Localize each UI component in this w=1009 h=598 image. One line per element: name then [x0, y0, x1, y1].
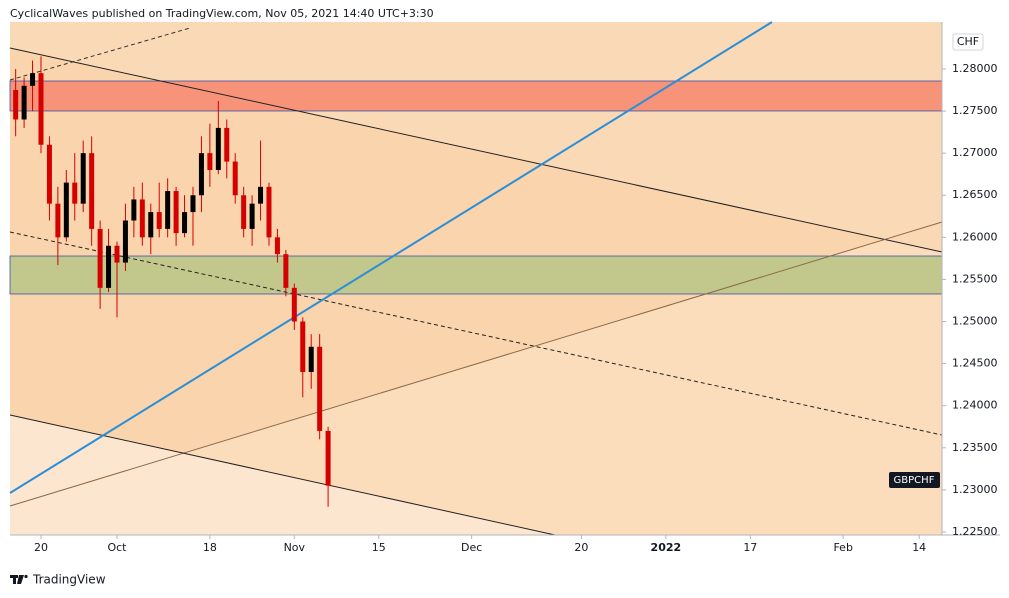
x-tick-label: 20 [574, 541, 588, 554]
y-tick-label: 1.23500 [952, 441, 998, 454]
zone [9, 255, 943, 295]
y-tick-label: 1.23000 [952, 483, 998, 496]
candle-body [165, 191, 171, 229]
y-tick-label: 1.25500 [952, 272, 998, 285]
candle-body [38, 73, 44, 145]
zone [9, 80, 943, 112]
candle-body [114, 245, 120, 263]
currency-box [952, 33, 984, 51]
candle-body [139, 199, 145, 238]
candle-body [97, 228, 103, 288]
x-tick-label: Feb [833, 541, 852, 554]
currency: CHF [957, 35, 979, 48]
symbol-tag [889, 472, 940, 488]
y-tick-label: 1.26500 [952, 188, 998, 201]
x-tick-label: 17 [743, 541, 757, 554]
x-tick-label: Dec [461, 541, 482, 554]
candle-body [325, 430, 331, 486]
y-tick-label: 1.26000 [952, 230, 998, 243]
candle-body [13, 90, 19, 120]
y-tick-label: 1.22500 [952, 525, 998, 538]
candle-body [215, 127, 221, 170]
candle-body [198, 153, 204, 196]
candle-body [156, 212, 162, 229]
candle-body [308, 346, 314, 373]
candle-body [55, 203, 61, 238]
y-tick-label: 1.27500 [952, 104, 998, 117]
candle-body [258, 186, 264, 204]
candle-body [182, 212, 188, 234]
candle-body [291, 287, 297, 322]
candle-body [80, 153, 86, 204]
candle-body [283, 254, 289, 288]
candle-body [106, 245, 112, 288]
y-tick-label: 1.25000 [952, 315, 998, 328]
candle-body [274, 237, 280, 255]
candle-body [72, 182, 78, 204]
candle-body [173, 191, 179, 234]
symbol: GBPCHF [894, 475, 935, 486]
y-tick-label: 1.24500 [952, 357, 998, 370]
candle-body [148, 212, 154, 238]
candle-body [300, 321, 306, 373]
x-tick-label: Nov [284, 541, 306, 554]
y-tick-label: 1.28000 [952, 62, 998, 75]
candle-body [46, 144, 52, 204]
x-tick-label: Oct [107, 541, 127, 554]
candle-body [224, 127, 230, 162]
candle-body [131, 199, 137, 221]
candle-body [89, 153, 95, 229]
candle-body [30, 73, 36, 86]
logo [10, 574, 28, 584]
candle-body [249, 203, 255, 229]
candle-body [63, 182, 69, 238]
candle-body [122, 220, 128, 263]
x-tick-label: 15 [372, 541, 386, 554]
y-tick-label: 1.24000 [952, 399, 998, 412]
x-tick-label: 20 [34, 541, 48, 554]
candle-body [241, 195, 247, 229]
candle-body [317, 346, 323, 431]
header: CyclicalWaves published on TradingView.c… [10, 7, 434, 20]
candle-body [190, 195, 196, 213]
footer: TradingView [32, 573, 106, 587]
candle-body [21, 85, 27, 120]
x-tick-label: 18 [203, 541, 217, 554]
candle-body [207, 153, 213, 170]
drawings [9, 21, 943, 536]
y-tick-label: 1.27000 [952, 146, 998, 159]
x-tick-label: 2022 [651, 541, 682, 554]
candle-body [266, 186, 272, 238]
x-tick-label: 14 [912, 541, 926, 554]
candle-body [232, 161, 238, 196]
